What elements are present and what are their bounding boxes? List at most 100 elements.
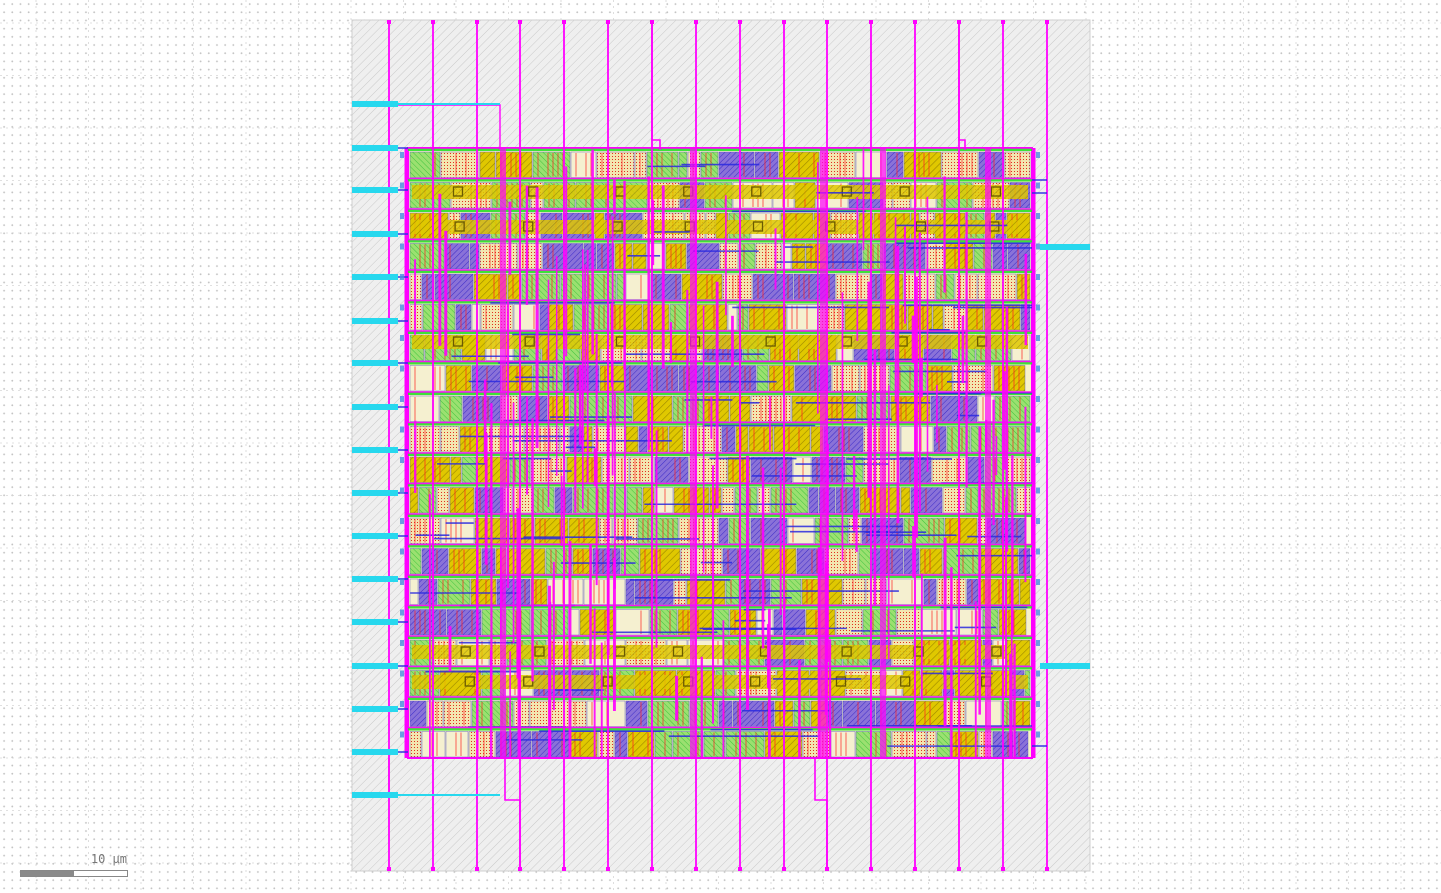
io-pin-left[interactable]: [352, 447, 398, 453]
io-pin-left[interactable]: [352, 274, 398, 280]
io-pin-right[interactable]: [1040, 244, 1090, 250]
standard-cell: [781, 243, 792, 270]
standard-cell: [669, 304, 689, 331]
standard-cell: [654, 731, 673, 758]
standard-cell: [773, 609, 783, 636]
standard-cell: [409, 548, 422, 575]
io-pin-left[interactable]: [352, 490, 398, 496]
standard-cell: [450, 456, 462, 483]
standard-cell: [634, 151, 647, 178]
standard-cell: [1016, 487, 1031, 514]
io-pins[interactable]: [352, 101, 1090, 798]
rail-label-marker: [400, 731, 404, 738]
standard-cell: [830, 731, 856, 758]
standard-cell: [942, 487, 966, 514]
via-marker: [915, 221, 927, 232]
standard-cell: [931, 456, 968, 483]
standard-cell: [455, 304, 472, 331]
standard-cell: [729, 609, 757, 636]
standard-cell: [787, 517, 815, 544]
standard-cell: [966, 578, 979, 605]
standard-cell: [471, 304, 481, 331]
io-pin-left[interactable]: [352, 576, 398, 582]
standard-cell: [524, 426, 560, 453]
io-pin-left[interactable]: [352, 663, 398, 669]
pin-stub-top: [782, 20, 786, 24]
standard-cell: [826, 395, 857, 422]
io-pin-left[interactable]: [352, 749, 398, 755]
metal-strap-v: [985, 148, 991, 758]
vertical-metal-routes: [387, 20, 1049, 871]
standard-cell: [748, 426, 774, 453]
standard-cell: [932, 304, 944, 331]
standard-cell: [793, 273, 836, 300]
io-pin-left[interactable]: [352, 619, 398, 625]
rail-label-marker: [1036, 518, 1040, 524]
scale-bar-track: [20, 870, 128, 877]
pin-stub-bottom: [869, 867, 873, 871]
rail-label-marker: [1036, 457, 1040, 463]
standard-cell: [727, 456, 751, 483]
standard-cell: [446, 609, 482, 636]
standard-cell: [844, 304, 882, 331]
pin-stub-bottom: [738, 867, 742, 871]
io-pin-left[interactable]: [352, 231, 398, 237]
standard-cell: [572, 548, 593, 575]
io-pin-right[interactable]: [1040, 663, 1090, 669]
standard-cell: [718, 700, 733, 727]
pin-stub-top: [1045, 20, 1049, 24]
standard-cell: [903, 517, 945, 544]
standard-cell: [512, 487, 533, 514]
metal-strap-v: [820, 148, 826, 758]
standard-cell: [923, 578, 937, 605]
rail-label-marker: [400, 182, 404, 189]
via-marker: [460, 646, 471, 657]
standard-cell: [409, 365, 446, 392]
standard-cell: [719, 243, 739, 270]
via-marker: [765, 336, 776, 347]
pin-stub-top: [518, 20, 522, 24]
standard-cell: [1016, 273, 1031, 300]
metal-strap-v: [500, 148, 506, 758]
standard-cell: [469, 243, 480, 270]
standard-cell: [642, 304, 670, 331]
io-pin-left[interactable]: [352, 145, 398, 151]
strap-band: [412, 675, 1028, 689]
standard-cell: [827, 700, 843, 727]
standard-cell: [409, 487, 419, 514]
standard-cell: [782, 609, 806, 636]
standard-cell: [793, 700, 811, 727]
standard-cell: [823, 426, 864, 453]
standard-cell: [718, 517, 729, 544]
io-pin-left[interactable]: [352, 360, 398, 366]
pin-stub-bottom: [475, 867, 479, 871]
standard-cell: [672, 731, 704, 758]
standard-cell: [881, 304, 908, 331]
standard-cell: [409, 609, 447, 636]
pin-stub-bottom: [957, 867, 961, 871]
io-pin-left[interactable]: [352, 792, 398, 798]
standard-cell: [443, 700, 472, 727]
standard-cell: [978, 487, 1017, 514]
io-pin-left[interactable]: [352, 533, 398, 539]
standard-cell: [625, 426, 639, 453]
io-pin-left[interactable]: [352, 318, 398, 324]
io-pin-left[interactable]: [352, 404, 398, 410]
standard-cell: [903, 151, 942, 178]
standard-cell: [738, 243, 756, 270]
rail-label-marker: [1036, 396, 1040, 402]
io-pin-left[interactable]: [352, 706, 398, 712]
io-pin-left[interactable]: [352, 101, 398, 107]
pin-stub-bottom: [562, 867, 566, 871]
via-marker: [990, 186, 1002, 197]
power-rail: [408, 239, 1032, 243]
standard-cell: [627, 731, 655, 758]
via-marker: [841, 186, 852, 197]
metal-dogleg: [651, 22, 661, 150]
standard-cell: [471, 700, 514, 727]
io-pin-left[interactable]: [352, 187, 398, 193]
via-marker: [524, 336, 535, 347]
standard-cell: [521, 273, 561, 300]
